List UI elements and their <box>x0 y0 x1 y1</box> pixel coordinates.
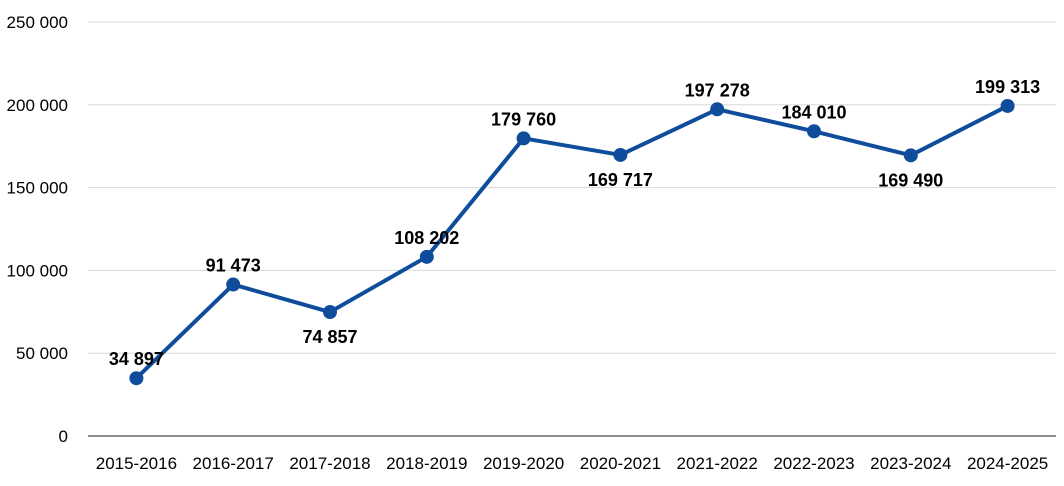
data-label: 169 490 <box>878 170 943 190</box>
y-tick-label: 150 000 <box>7 179 68 198</box>
x-axis-tick-labels: 2015-2016 2016-2017 2017-2018 2018-2019 2019… <box>96 454 1049 473</box>
x-tick-label: 2015-2016 <box>96 454 177 473</box>
x-tick-label: 2017-2018 <box>289 454 370 473</box>
y-tick-label: 0 <box>59 427 68 446</box>
data-label: 91 473 <box>206 256 261 276</box>
y-tick-label: 250 000 <box>7 13 68 32</box>
x-tick-label: 2018-2019 <box>386 454 467 473</box>
grid-lines <box>88 21 1056 354</box>
data-point <box>129 371 144 386</box>
data-point <box>903 148 918 163</box>
data-point <box>226 277 241 292</box>
x-tick-label: 2024-2025 <box>967 454 1048 473</box>
data-point <box>710 102 725 117</box>
x-tick-label: 2023-2024 <box>870 454 951 473</box>
y-tick-label: 100 000 <box>7 261 68 280</box>
data-labels: 34 897 91 473 74 857 108 202 179 760 169 717 1… <box>109 77 1040 369</box>
data-point <box>807 124 821 139</box>
data-point <box>419 249 434 264</box>
data-point <box>516 131 531 146</box>
x-tick-label: 2022-2023 <box>773 454 854 473</box>
data-label: 74 857 <box>302 327 357 347</box>
series-line <box>134 103 1010 381</box>
x-tick-label: 2021-2022 <box>677 454 758 473</box>
x-tick-label: 2019-2020 <box>483 454 564 473</box>
data-label: 34 897 <box>109 349 164 369</box>
data-point <box>1000 98 1015 113</box>
data-label: 199 313 <box>975 77 1040 97</box>
data-point <box>323 305 337 320</box>
series-line-group <box>129 98 1015 386</box>
data-label: 169 717 <box>588 170 653 190</box>
data-point <box>613 147 628 162</box>
y-axis-tick-labels: 0 50 000 100 000 150 000 200 000 250 000 <box>7 13 68 446</box>
y-tick-label: 200 000 <box>7 96 68 115</box>
x-tick-label: 2020-2021 <box>580 454 661 473</box>
data-label: 184 010 <box>781 102 846 122</box>
data-label: 179 760 <box>491 109 556 129</box>
data-label: 108 202 <box>394 228 459 248</box>
y-tick-label: 50 000 <box>16 344 68 363</box>
x-tick-label: 2016-2017 <box>193 454 274 473</box>
data-label: 197 278 <box>685 80 750 100</box>
